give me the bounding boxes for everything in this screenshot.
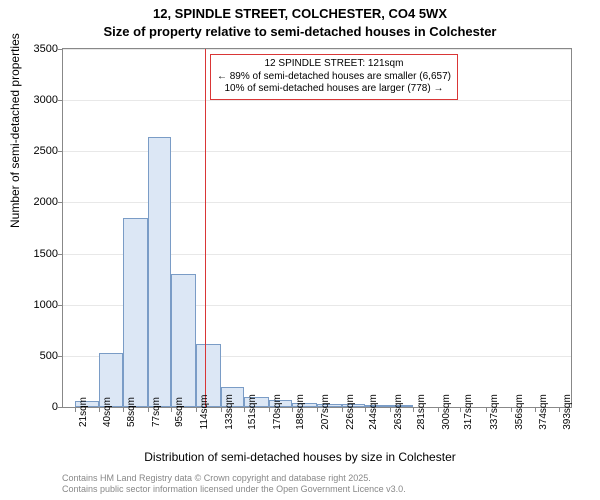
- chart-title-main: 12, SPINDLE STREET, COLCHESTER, CO4 5WX: [0, 6, 600, 21]
- histogram-bar: [123, 218, 148, 407]
- histogram-bar: [148, 137, 171, 407]
- y-tick-label: 1000: [18, 299, 58, 311]
- y-tick: [58, 202, 63, 203]
- y-tick: [58, 407, 63, 408]
- x-tick: [171, 407, 172, 412]
- x-tick: [342, 407, 343, 412]
- x-tick: [123, 407, 124, 412]
- x-tick: [535, 407, 536, 412]
- x-tick-label: 133sqm: [224, 394, 235, 430]
- marker-line: [205, 49, 206, 407]
- x-tick-label: 114sqm: [199, 395, 210, 430]
- y-tick: [58, 49, 63, 50]
- x-tick-label: 58sqm: [126, 397, 137, 427]
- y-tick: [58, 254, 63, 255]
- x-tick-label: 77sqm: [151, 397, 162, 427]
- y-tick-label: 0: [18, 401, 58, 413]
- x-tick-label: 374sqm: [538, 394, 549, 430]
- x-tick-label: 263sqm: [393, 394, 404, 430]
- x-tick: [460, 407, 461, 412]
- x-tick-label: 317sqm: [463, 394, 474, 430]
- x-tick: [75, 407, 76, 412]
- x-tick: [438, 407, 439, 412]
- y-tick-label: 3500: [18, 43, 58, 55]
- y-tick: [58, 100, 63, 101]
- y-tick-label: 2000: [18, 196, 58, 208]
- x-tick-label: 95sqm: [174, 397, 185, 427]
- x-tick-label: 356sqm: [514, 394, 525, 430]
- x-tick-label: 188sqm: [295, 394, 306, 430]
- y-tick-label: 1500: [18, 248, 58, 260]
- y-tick: [58, 305, 63, 306]
- y-tick-label: 2500: [18, 145, 58, 157]
- x-tick: [317, 407, 318, 412]
- annotation-line1: 12 SPINDLE STREET: 121sqm: [217, 58, 451, 71]
- y-tick-label: 3000: [18, 94, 58, 106]
- x-tick-label: 21sqm: [78, 397, 89, 427]
- x-tick: [486, 407, 487, 412]
- x-tick: [292, 407, 293, 412]
- x-tick: [390, 407, 391, 412]
- x-axis-label: Distribution of semi-detached houses by …: [0, 450, 600, 464]
- x-tick: [221, 407, 222, 412]
- x-tick-label: 151sqm: [247, 394, 258, 430]
- grid-line: [63, 151, 571, 152]
- x-tick-label: 393sqm: [562, 394, 573, 430]
- attribution-line2: Contains public sector information licen…: [62, 484, 406, 496]
- x-tick-label: 170sqm: [272, 394, 283, 430]
- x-tick: [413, 407, 414, 412]
- y-tick: [58, 356, 63, 357]
- grid-line: [63, 100, 571, 101]
- x-tick: [269, 407, 270, 412]
- chart-container: 12, SPINDLE STREET, COLCHESTER, CO4 5WX …: [0, 0, 600, 500]
- annotation-box: 12 SPINDLE STREET: 121sqm← 89% of semi-d…: [210, 54, 458, 100]
- attribution-text: Contains HM Land Registry data © Crown c…: [62, 473, 406, 496]
- annotation-line2: ← 89% of semi-detached houses are smalle…: [217, 71, 451, 84]
- grid-line: [63, 202, 571, 203]
- x-tick-label: 300sqm: [441, 394, 452, 430]
- histogram-bar: [171, 274, 196, 407]
- x-tick: [99, 407, 100, 412]
- x-tick-label: 337sqm: [489, 394, 500, 430]
- y-tick: [58, 151, 63, 152]
- grid-line: [63, 49, 571, 50]
- y-tick-label: 500: [18, 350, 58, 362]
- x-tick-label: 281sqm: [416, 394, 427, 430]
- x-tick-label: 226sqm: [345, 394, 356, 430]
- x-tick: [365, 407, 366, 412]
- x-tick: [511, 407, 512, 412]
- x-tick-label: 40sqm: [102, 397, 113, 427]
- x-tick-label: 244sqm: [368, 394, 379, 430]
- x-tick: [559, 407, 560, 412]
- annotation-line3: 10% of semi-detached houses are larger (…: [217, 83, 451, 96]
- plot-area: [62, 48, 572, 408]
- x-tick-label: 207sqm: [320, 394, 331, 430]
- x-tick: [196, 407, 197, 412]
- chart-title-sub: Size of property relative to semi-detach…: [0, 24, 600, 39]
- x-tick: [148, 407, 149, 412]
- attribution-line1: Contains HM Land Registry data © Crown c…: [62, 473, 406, 485]
- x-tick: [244, 407, 245, 412]
